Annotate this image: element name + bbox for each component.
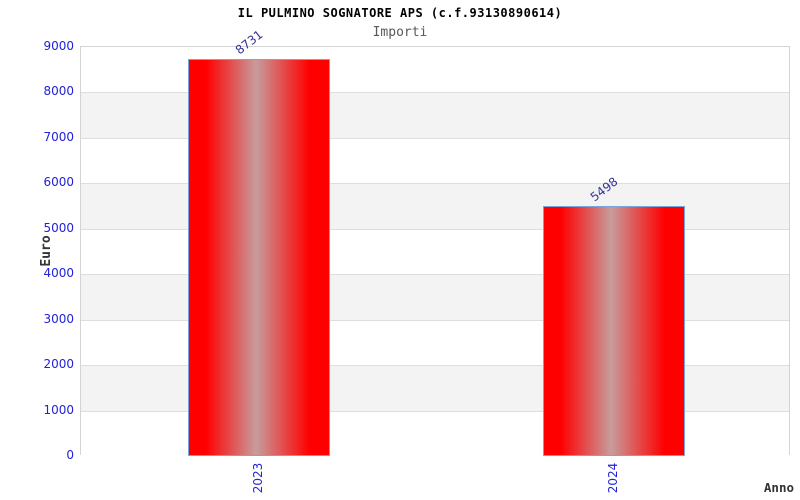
y-tick-label: 6000 xyxy=(43,175,74,189)
y-tick-label: 1000 xyxy=(43,403,74,417)
y-tick-label: 5000 xyxy=(43,221,74,235)
gridline xyxy=(81,228,789,230)
gridline xyxy=(81,319,789,321)
y-tick-label: 9000 xyxy=(43,39,74,53)
y-tick-label: 0 xyxy=(66,448,74,462)
gridline xyxy=(81,274,789,276)
gridline xyxy=(81,365,789,367)
gridline xyxy=(81,92,789,94)
bar-2024 xyxy=(543,206,685,456)
y-tick-label: 3000 xyxy=(43,312,74,326)
y-tick-label: 2000 xyxy=(43,357,74,371)
y-tick-label: 8000 xyxy=(43,84,74,98)
gridline xyxy=(81,137,789,139)
x-tick-label: 2024 xyxy=(606,462,620,494)
gridline xyxy=(81,183,789,185)
gridline xyxy=(81,410,789,412)
bar-2023 xyxy=(188,59,330,456)
chart-subtitle: Importi xyxy=(372,25,428,40)
y-tick-label: 7000 xyxy=(43,130,74,144)
y-axis-title: Euro xyxy=(39,235,54,267)
chart-title: IL PULMINO SOGNATORE APS (c.f.9313089061… xyxy=(237,6,563,20)
plot-area: 8731 5498 xyxy=(80,27,790,456)
x-tick-label: 2023 xyxy=(251,462,265,494)
x-axis-title: Anno xyxy=(763,480,794,495)
y-tick-label: 4000 xyxy=(43,266,74,280)
